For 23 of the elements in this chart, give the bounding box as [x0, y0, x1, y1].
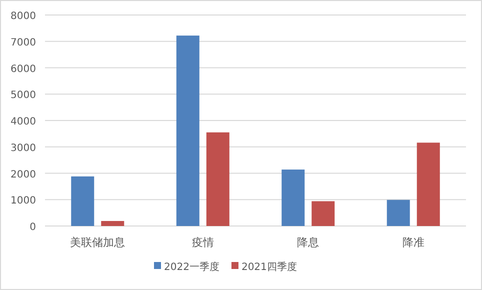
- bar: [312, 201, 335, 226]
- y-tick-label: 6000: [10, 64, 36, 75]
- bar: [416, 142, 440, 226]
- x-tick-label: 疫情: [192, 236, 214, 249]
- y-tick-label: 0: [30, 222, 36, 233]
- bar: [282, 170, 305, 226]
- y-tick-label: 1000: [10, 196, 36, 207]
- bar: [386, 200, 410, 226]
- bar: [206, 132, 230, 226]
- y-tick-label: 4000: [10, 116, 36, 128]
- bar: [101, 220, 124, 226]
- y-tick-label: 7000: [10, 37, 36, 48]
- y-tick-label: 3000: [10, 142, 36, 154]
- y-tick-label: 2000: [10, 169, 36, 180]
- x-tick-label: 美联储加息: [70, 236, 126, 249]
- legend-label: 2021四季度: [241, 261, 297, 273]
- y-tick-label: 5000: [10, 90, 36, 102]
- legend-label: 2022一季度: [164, 261, 220, 273]
- bar: [176, 36, 200, 226]
- x-tick-label: 降准: [402, 236, 424, 249]
- y-tick-label: 8000: [10, 11, 36, 22]
- bar: [71, 176, 94, 226]
- x-tick-label: 降息: [297, 236, 320, 249]
